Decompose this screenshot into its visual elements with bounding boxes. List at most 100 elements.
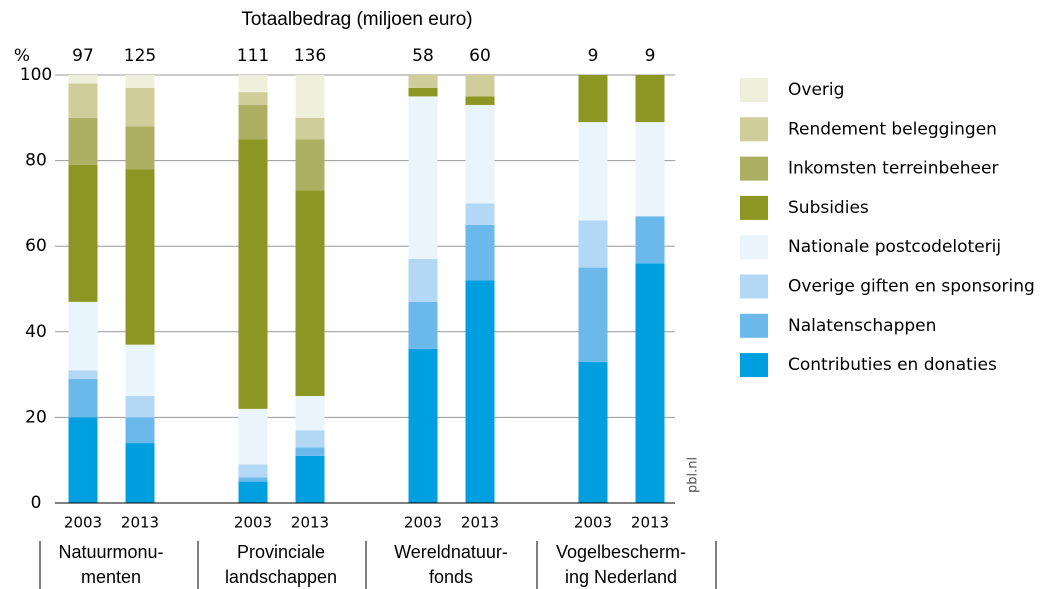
total-label: 9 [645,46,656,66]
bar-segment [465,75,495,97]
bar-segment [125,87,155,127]
bar-segment [635,263,665,503]
legend-label: Nationale postcodeloterij [788,237,1001,257]
group-label: Vogelbescherm- [556,542,686,562]
bar-segment [68,378,98,418]
legend-swatch [740,117,768,142]
bar-segment [295,139,325,191]
total-label: 136 [294,46,326,66]
group-label: Wereldnatuur- [394,542,508,562]
total-label: 58 [412,46,434,66]
bar-segment [238,104,268,140]
x-tick-label: 2003 [404,514,442,532]
bar-segment [125,75,155,88]
bar-segment [238,408,268,465]
bar-segment [68,164,98,302]
bar-segment [635,122,665,217]
legend-label: Subsidies [788,198,869,218]
bar-segment [295,117,325,140]
bar-segment [295,447,325,456]
y-tick-label: 20 [25,407,47,427]
group-label: Natuurmonu- [58,542,163,562]
bar-segment [578,361,608,503]
legend-label: Nalatenschappen [788,316,936,336]
bar-segment [238,139,268,409]
bar-segment [408,75,438,88]
bar-segment [408,259,438,302]
bar-segment [68,417,98,503]
bar-segment [125,396,155,418]
bar-segment [465,224,495,281]
x-tick-label: 2013 [631,514,669,532]
bar-segment [125,344,155,396]
total-label: 111 [237,46,269,66]
bar-segment [578,122,608,221]
group-label: ing Nederland [565,567,677,587]
bar-segment [68,75,98,84]
chart-title: Totaalbedrag (miljoen euro) [241,9,472,30]
bar-segment [68,83,98,118]
legend-label: Overig [788,80,844,100]
bar-segment [238,477,268,482]
legend-swatch [740,235,768,260]
bar-segment [238,75,268,93]
x-tick-label: 2003 [64,514,102,532]
group-label: fonds [429,567,473,587]
bar-segment [578,267,608,362]
legend-swatch [740,78,768,102]
total-label: 125 [124,46,156,66]
bar-segment [125,169,155,345]
x-tick-label: 2013 [461,514,499,532]
y-tick-label: 100 [20,65,52,85]
bar-segment [68,370,98,379]
bar-segment [68,301,98,371]
x-tick-label: 2003 [234,514,272,532]
source: pbl.nl [686,457,701,493]
x-tick-label: 2013 [121,514,159,532]
y-tick-label: 80 [25,151,47,171]
legend-label: Rendement beleggingen [788,119,997,139]
total-label: 97 [72,46,94,66]
bar-segment [465,203,495,225]
bar-segment [408,301,438,349]
bar-segment [408,87,438,97]
group-label: landschappen [225,567,337,587]
bar-segment [295,455,325,503]
legend-swatch [740,195,768,220]
bar-segment [295,75,325,118]
y-tick-label: 0 [31,493,42,513]
bar-segment [238,92,268,105]
bar-segment [465,96,495,105]
bar-segment [408,348,438,503]
bar-segment [295,190,325,396]
bar-segment [68,117,98,165]
bar-segment [465,104,495,204]
y-tick-label: 40 [25,322,47,342]
y-tick-label: 60 [25,236,47,256]
legend-swatch [740,313,768,338]
bar-segment [238,464,268,478]
x-tick-label: 2013 [291,514,329,532]
group-label: menten [81,567,141,587]
bar-segment [238,481,268,503]
y-axis-label: % [14,46,30,66]
legend-swatch [740,353,768,378]
group-label: Provinciale [237,542,325,562]
bar-segment [125,126,155,170]
legend-label: Overige giften en sponsoring [788,277,1035,297]
bar-segment [578,220,608,268]
x-tick-label: 2003 [574,514,612,532]
total-label: 9 [588,46,599,66]
bar-segment [635,216,665,264]
bar-segment [408,96,438,260]
bar-segment [465,280,495,503]
legend-label: Contributies en donaties [788,355,997,375]
legend-swatch [740,274,768,299]
bar-segment [125,443,155,503]
bar-segment [295,396,325,431]
bar-segment [295,430,325,448]
bar-segment [578,75,608,123]
legend-swatch [740,156,768,181]
bar-segment [635,75,665,123]
